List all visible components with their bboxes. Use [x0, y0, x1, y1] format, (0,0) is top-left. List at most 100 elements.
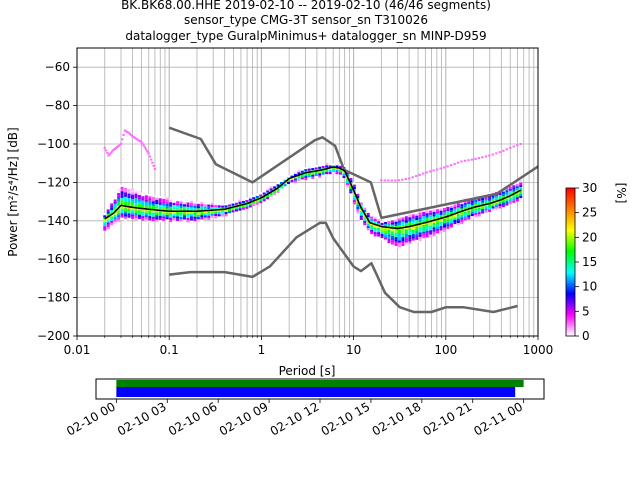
- heatmap-cell: [134, 195, 138, 199]
- heatmap-cell: [342, 173, 346, 176]
- heatmap-cell: [338, 170, 342, 173]
- heatmap-cell: [370, 225, 374, 228]
- heatmap-cell: [442, 227, 446, 230]
- heatmap-cell: [512, 187, 516, 190]
- data-layer: [103, 126, 538, 314]
- heatmap-cell: [505, 194, 509, 197]
- heatmap-cell: [446, 213, 450, 216]
- heatmap-cell: [401, 221, 405, 224]
- heatmap-cell: [387, 236, 391, 239]
- heatmap-cell: [515, 197, 519, 200]
- heatmap-cell: [470, 209, 474, 212]
- heatmap-cell: [127, 193, 131, 196]
- outlier-cell: [117, 144, 120, 147]
- upper-trace-cell: [442, 166, 446, 169]
- heatmap-cell: [332, 169, 336, 172]
- heatmap-cell: [370, 216, 374, 219]
- heatmap-cell: [432, 223, 436, 226]
- heatmap-cell: [432, 220, 436, 224]
- upper-trace-cell: [498, 151, 502, 154]
- timeline-tick-label: 02-10 15: [319, 399, 373, 438]
- grid: [76, 48, 538, 337]
- heatmap-cell: [203, 202, 207, 205]
- heatmap-cell: [314, 165, 318, 168]
- heatmap-cell: [182, 208, 186, 211]
- heatmap-cell: [401, 234, 405, 238]
- heatmap-cell: [189, 216, 193, 219]
- heatmap-cell: [182, 217, 186, 220]
- heatmap-cell: [394, 219, 398, 222]
- heatmap-cell: [384, 228, 388, 231]
- heatmap-cell: [172, 216, 176, 219]
- heatmap-cell: [252, 197, 256, 200]
- heatmap-cell: [276, 182, 280, 185]
- heatmap-cell: [411, 214, 415, 217]
- heatmap-cell: [384, 233, 388, 236]
- heatmap-cell: [134, 198, 138, 201]
- heatmap-cell: [422, 238, 426, 241]
- heatmap-cell: [169, 204, 173, 207]
- heatmap-cell: [408, 239, 412, 242]
- heatmap-cell: [169, 211, 173, 214]
- heatmap-cell: [221, 209, 225, 213]
- upper-trace-cell: [408, 177, 411, 180]
- colorbar-tick-label: 15: [582, 255, 597, 269]
- heatmap-cell: [186, 220, 190, 223]
- upper-trace-cell: [439, 167, 442, 170]
- heatmap-cell: [453, 206, 457, 209]
- heatmap-cell: [425, 219, 429, 223]
- heatmap-cell: [470, 202, 474, 206]
- heatmap-cell: [401, 215, 405, 218]
- heatmap-cell: [436, 213, 440, 216]
- heatmap-cell: [245, 200, 249, 203]
- heatmap-cell: [259, 194, 263, 197]
- heatmap-cell: [508, 201, 512, 205]
- heatmap-cell: [429, 208, 433, 211]
- heatmap-cell: [453, 219, 457, 223]
- heatmap-cell: [286, 181, 290, 184]
- heatmap-cell: [293, 173, 297, 177]
- heatmap-cell: [106, 211, 110, 214]
- heatmap-cell: [418, 228, 422, 231]
- heatmap-cell: [411, 234, 415, 237]
- heatmap-cell: [422, 229, 426, 232]
- y-tick-label: −120: [37, 175, 70, 189]
- heatmap-cell: [134, 200, 138, 203]
- heatmap-cell: [335, 169, 339, 172]
- upper-trace-cell: [387, 179, 390, 182]
- heatmap-cell: [182, 206, 186, 209]
- heatmap-cell: [453, 224, 457, 227]
- heatmap-cell: [446, 204, 450, 207]
- heatmap-cell: [231, 201, 235, 204]
- heatmap-cell: [151, 214, 155, 217]
- heatmap-cell: [328, 167, 332, 170]
- outlier-cell: [108, 153, 111, 156]
- heatmap-cell: [144, 206, 148, 209]
- outlier-cell: [137, 139, 140, 142]
- heatmap-cell: [176, 203, 180, 206]
- heatmap-cell: [328, 163, 332, 166]
- heatmap-cell: [259, 198, 263, 202]
- heatmap-cell: [137, 212, 141, 215]
- heatmap-cell: [401, 232, 405, 235]
- mode-line: [104, 166, 522, 230]
- heatmap-cell: [113, 221, 117, 224]
- heatmap-cell: [141, 196, 145, 199]
- heatmap-cell: [491, 195, 495, 198]
- heatmap-cell: [158, 200, 162, 203]
- heatmap-cell: [498, 193, 502, 196]
- heatmap-cell: [127, 186, 131, 190]
- heatmap-cell: [176, 212, 180, 215]
- heatmap-cell: [505, 203, 509, 206]
- heatmap-cell: [429, 232, 433, 235]
- heatmap-cell: [349, 193, 353, 196]
- heatmap-cell: [217, 205, 221, 208]
- heatmap-cell: [169, 213, 173, 216]
- upper-trace-cell: [519, 143, 522, 145]
- heatmap-cell: [286, 175, 290, 178]
- heatmap-cell: [515, 192, 519, 195]
- heatmap-cell: [137, 210, 141, 213]
- heatmap-cell: [165, 206, 169, 209]
- heatmap-cell: [429, 217, 433, 220]
- heatmap-cell: [165, 197, 169, 200]
